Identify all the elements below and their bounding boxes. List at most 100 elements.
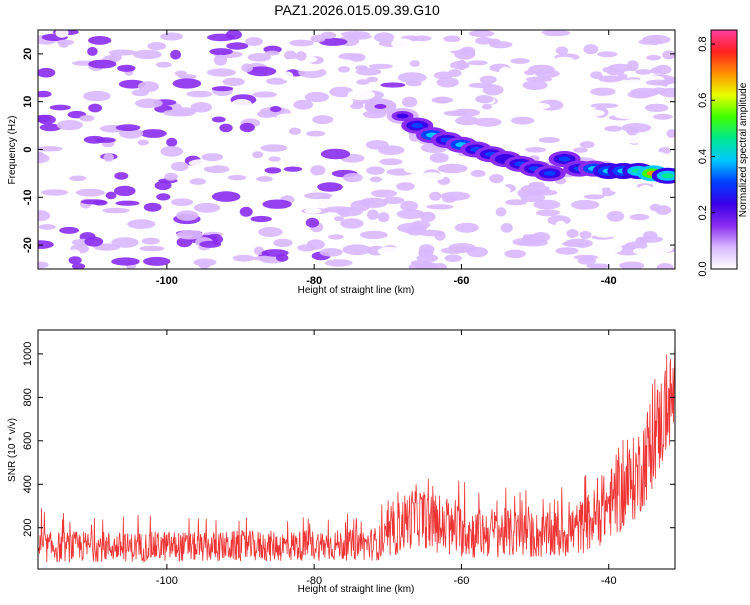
heatmap-noise-cell bbox=[512, 238, 535, 246]
x-tick-label: -80 bbox=[306, 575, 322, 587]
heatmap-noise-cell bbox=[141, 237, 160, 245]
heatmap-noise-cell bbox=[635, 236, 649, 245]
heatmap-noise-cell bbox=[250, 215, 272, 223]
heatmap-noise-cell bbox=[166, 137, 178, 147]
heatmap-noise-cell bbox=[155, 61, 172, 68]
heatmap-noise-cell bbox=[240, 190, 253, 200]
heatmap-noise-cell bbox=[468, 30, 495, 37]
heatmap-noise-cell bbox=[583, 194, 605, 200]
heatmap-noise-cell bbox=[380, 82, 406, 88]
heatmap-noise-cell bbox=[489, 41, 513, 49]
heatmap-noise-cell bbox=[38, 224, 56, 230]
heatmap-noise-cell bbox=[489, 174, 504, 184]
heatmap-noise-cell bbox=[520, 184, 550, 194]
spectrogram-heatmap bbox=[38, 30, 675, 269]
heatmap-noise-cell bbox=[468, 60, 488, 66]
heatmap-noise-cell bbox=[439, 41, 463, 52]
heatmap-noise-cell bbox=[454, 48, 476, 60]
heatmap-noise-cell bbox=[442, 195, 457, 203]
heatmap-noise-cell bbox=[635, 69, 652, 75]
heatmap-noise-cell bbox=[455, 116, 480, 126]
heatmap-noise-cell bbox=[232, 254, 255, 262]
colorbar-tick-label: 0.2 bbox=[697, 205, 709, 220]
heatmap-noise-cell bbox=[590, 103, 619, 109]
x-tick-label: -80 bbox=[306, 275, 322, 287]
heatmap-noise-cell bbox=[135, 98, 163, 109]
heatmap-noise-cell bbox=[189, 178, 206, 185]
colorbar-tick-label: 0.4 bbox=[697, 149, 709, 164]
heatmap-noise-cell bbox=[227, 174, 247, 181]
heatmap-noise-cell bbox=[213, 54, 228, 66]
heatmap-noise-cell bbox=[437, 163, 468, 174]
heatmap-noise-cell bbox=[609, 184, 630, 193]
heatmap-noise-cell bbox=[84, 236, 104, 247]
heatmap-noise-cell bbox=[590, 87, 616, 96]
heatmap-noise-cell bbox=[140, 129, 167, 138]
heatmap-noise-cell bbox=[454, 222, 479, 233]
heatmap-noise-cell bbox=[359, 230, 388, 239]
ridge-core-cell bbox=[411, 123, 424, 129]
heatmap-noise-cell bbox=[137, 81, 159, 92]
heatmap-noise-cell bbox=[429, 191, 442, 201]
heatmap-noise-cell bbox=[368, 63, 393, 69]
heatmap-noise-cell bbox=[295, 51, 307, 62]
heatmap-noise-cell bbox=[468, 82, 495, 89]
heatmap-noise-cell bbox=[429, 152, 449, 163]
heatmap-noise-cell bbox=[288, 127, 302, 135]
heatmap-noise-cell bbox=[366, 76, 379, 83]
heatmap-noise-cell bbox=[176, 237, 193, 248]
heatmap-noise-cell bbox=[38, 153, 50, 164]
ridge-core-cell bbox=[558, 156, 571, 162]
heatmap-noise-cell bbox=[444, 254, 462, 262]
heatmap-noise-cell bbox=[209, 48, 233, 56]
heatmap-noise-cell bbox=[540, 30, 571, 37]
heatmap-noise-cell bbox=[359, 199, 377, 205]
heatmap-noise-cell bbox=[178, 60, 190, 71]
heatmap-noise-cell bbox=[172, 78, 202, 89]
heatmap-noise-cell bbox=[606, 69, 625, 76]
colorbar-tick-label: 0.0 bbox=[697, 261, 709, 276]
heatmap-noise-cell bbox=[88, 59, 117, 69]
heatmap-noise-cell bbox=[426, 204, 454, 210]
heatmap-noise-cell bbox=[247, 53, 272, 62]
heatmap-noise-cell bbox=[164, 172, 179, 181]
heatmap-noise-cell bbox=[409, 60, 420, 67]
heatmap-noise-cell bbox=[396, 209, 425, 220]
heatmap-noise-cell bbox=[310, 34, 326, 43]
heatmap-noise-cell bbox=[241, 63, 253, 73]
heatmap-noise-cell bbox=[621, 136, 651, 144]
x-tick-label: -40 bbox=[601, 575, 617, 587]
heatmap-noise-cell bbox=[79, 115, 95, 122]
heatmap-noise-cell bbox=[342, 244, 372, 256]
spectrogram-x-ticks: -100 -80 -60 -40 bbox=[156, 30, 617, 287]
heatmap-noise-cell bbox=[383, 196, 405, 205]
heatmap-noise-cell bbox=[80, 199, 107, 205]
heatmap-noise-cell bbox=[38, 67, 56, 78]
heatmap-noise-cell bbox=[633, 248, 646, 254]
heatmap-noise-cell bbox=[417, 265, 433, 269]
y-tick-label: -10 bbox=[22, 189, 34, 205]
heatmap-noise-cell bbox=[324, 206, 353, 213]
heatmap-noise-cell bbox=[340, 218, 364, 229]
heatmap-noise-cell bbox=[127, 219, 156, 229]
heatmap-noise-cell bbox=[143, 256, 171, 266]
heatmap-noise-cell bbox=[619, 261, 645, 269]
heatmap-noise-cell bbox=[538, 137, 560, 143]
heatmap-noise-cell bbox=[593, 243, 623, 255]
heatmap-noise-cell bbox=[170, 161, 189, 172]
heatmap-noise-cell bbox=[320, 148, 351, 160]
ridge-core-cell bbox=[661, 173, 674, 179]
heatmap-noise-cell bbox=[525, 76, 553, 83]
heatmap-noise-cell bbox=[570, 199, 600, 210]
x-tick-label: -100 bbox=[156, 275, 178, 287]
heatmap-noise-cell bbox=[510, 58, 530, 64]
heatmap-noise-cell bbox=[369, 176, 382, 183]
heatmap-noise-cell bbox=[586, 263, 610, 269]
y-tick-label: 200 bbox=[22, 519, 34, 537]
x-tick-label: -60 bbox=[453, 275, 469, 287]
heatmap-noise-cell bbox=[306, 239, 325, 250]
heatmap-noise-cell bbox=[246, 66, 277, 77]
heatmap-noise-cell bbox=[418, 172, 445, 182]
snr-panel: -100 -80 -60 -40 200 400 600 800 1000 Height of… bbox=[7, 329, 676, 595]
